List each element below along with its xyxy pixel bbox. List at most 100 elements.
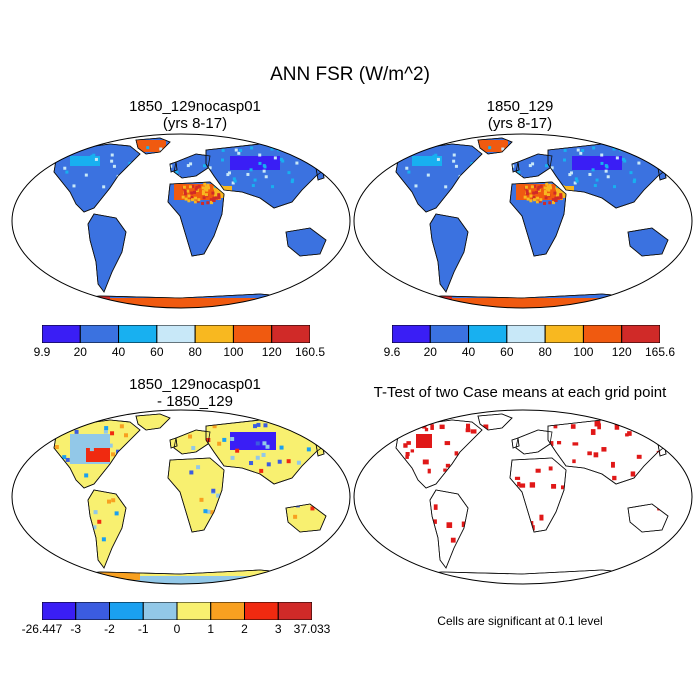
map-cell <box>594 420 601 427</box>
map-cell <box>94 157 98 161</box>
map-cell <box>159 147 163 151</box>
map-cell <box>214 196 218 200</box>
colorbar-swatch <box>109 602 144 620</box>
map-cell <box>563 148 567 152</box>
map-cell <box>84 473 89 478</box>
colorbar-swatch <box>506 325 546 343</box>
map-cell <box>434 153 438 157</box>
map-cell <box>181 195 185 199</box>
map-cell <box>306 447 311 452</box>
map-cell <box>211 488 216 493</box>
map-cell <box>93 510 98 515</box>
panel-title-case2: 1850_129 (yrs 8-17) <box>345 98 695 132</box>
map-cell <box>230 432 276 450</box>
map-case2 <box>353 133 693 309</box>
colorbar-tick-label: -3 <box>70 622 82 636</box>
map-cell <box>572 459 576 464</box>
map-cell <box>562 158 566 162</box>
map-cell <box>230 437 235 442</box>
map-cell <box>86 448 110 462</box>
colorbar-swatch <box>232 325 273 343</box>
map-cell <box>128 161 132 165</box>
map-cell <box>203 182 207 186</box>
map-cell <box>433 504 438 510</box>
map-cell <box>97 519 102 524</box>
colorbar-tick-label: 0 <box>173 622 181 636</box>
map-cell <box>201 186 205 190</box>
map-cell <box>590 429 596 435</box>
map-cell <box>264 175 268 179</box>
map-cell <box>188 434 193 439</box>
map-cell <box>72 184 76 188</box>
map-cell <box>259 468 264 473</box>
panel-title-case1: 1850_129nocasp01 (yrs 8-17) <box>20 98 370 132</box>
map-cell <box>191 445 196 450</box>
map-cell <box>74 429 79 434</box>
colorbar-tick-label: 2 <box>241 622 248 636</box>
map-cell <box>256 422 261 427</box>
map-cell <box>545 164 549 168</box>
map-cell <box>203 509 208 514</box>
colorbar-swatch <box>210 602 245 620</box>
map-cell <box>416 434 432 448</box>
colorbar-tick-label: 60 <box>150 345 164 359</box>
map-cell <box>529 199 533 203</box>
map-cell <box>84 173 88 177</box>
map-cell <box>186 189 190 193</box>
map-cell <box>519 483 526 488</box>
map-cell <box>552 201 556 205</box>
map-cell <box>195 185 199 189</box>
map-cell <box>271 185 275 189</box>
map-cell <box>230 455 235 460</box>
map-cell <box>239 148 243 152</box>
map-cell <box>470 161 474 165</box>
map-cell <box>169 164 173 168</box>
map-cell <box>235 448 240 453</box>
map-cell <box>526 197 530 201</box>
map-cell <box>398 425 404 432</box>
map-cell <box>625 433 629 437</box>
map-cell <box>432 154 436 158</box>
map-cell <box>191 198 195 202</box>
map-cell <box>531 162 535 166</box>
map-cell <box>595 178 599 182</box>
map-cell <box>279 445 284 450</box>
colorbar-swatch <box>621 325 660 343</box>
colorbar-tick-label: 40 <box>111 345 126 359</box>
map-cell <box>517 170 521 174</box>
map-cell <box>175 170 179 174</box>
map-cell <box>550 166 554 170</box>
panel-title-case1-line2: (yrs 8-17) <box>162 115 228 132</box>
map-cell <box>210 510 215 515</box>
colorbar-tick-label: 80 <box>538 345 552 359</box>
map-cell <box>559 193 563 197</box>
map-cell <box>606 175 610 179</box>
map-cell <box>262 164 266 168</box>
map-cell <box>539 198 543 202</box>
map-cell <box>554 198 558 202</box>
colorbar-tick-label: 20 <box>423 345 437 359</box>
map-cell <box>572 156 622 170</box>
map-cell <box>579 151 583 155</box>
map-cell <box>532 191 536 195</box>
map-cell <box>186 164 190 168</box>
map-cell <box>436 157 440 161</box>
map-cell <box>204 193 208 197</box>
map-cell <box>539 514 544 521</box>
map-cell <box>201 201 205 205</box>
map-cell <box>426 173 430 177</box>
map-cell <box>655 428 661 433</box>
map-cell <box>211 191 215 195</box>
map-cell <box>483 424 489 430</box>
colorbar-tick-label: -1 <box>137 622 149 636</box>
map-cell <box>548 186 552 190</box>
map-cell <box>110 153 114 157</box>
map-difference <box>11 409 351 585</box>
map-cell <box>525 192 529 196</box>
map-cell <box>534 190 538 194</box>
map-cell <box>536 187 540 191</box>
map-cell <box>444 441 451 446</box>
map-cell <box>273 156 277 160</box>
map-cell <box>452 153 456 157</box>
map-cell <box>570 424 576 429</box>
